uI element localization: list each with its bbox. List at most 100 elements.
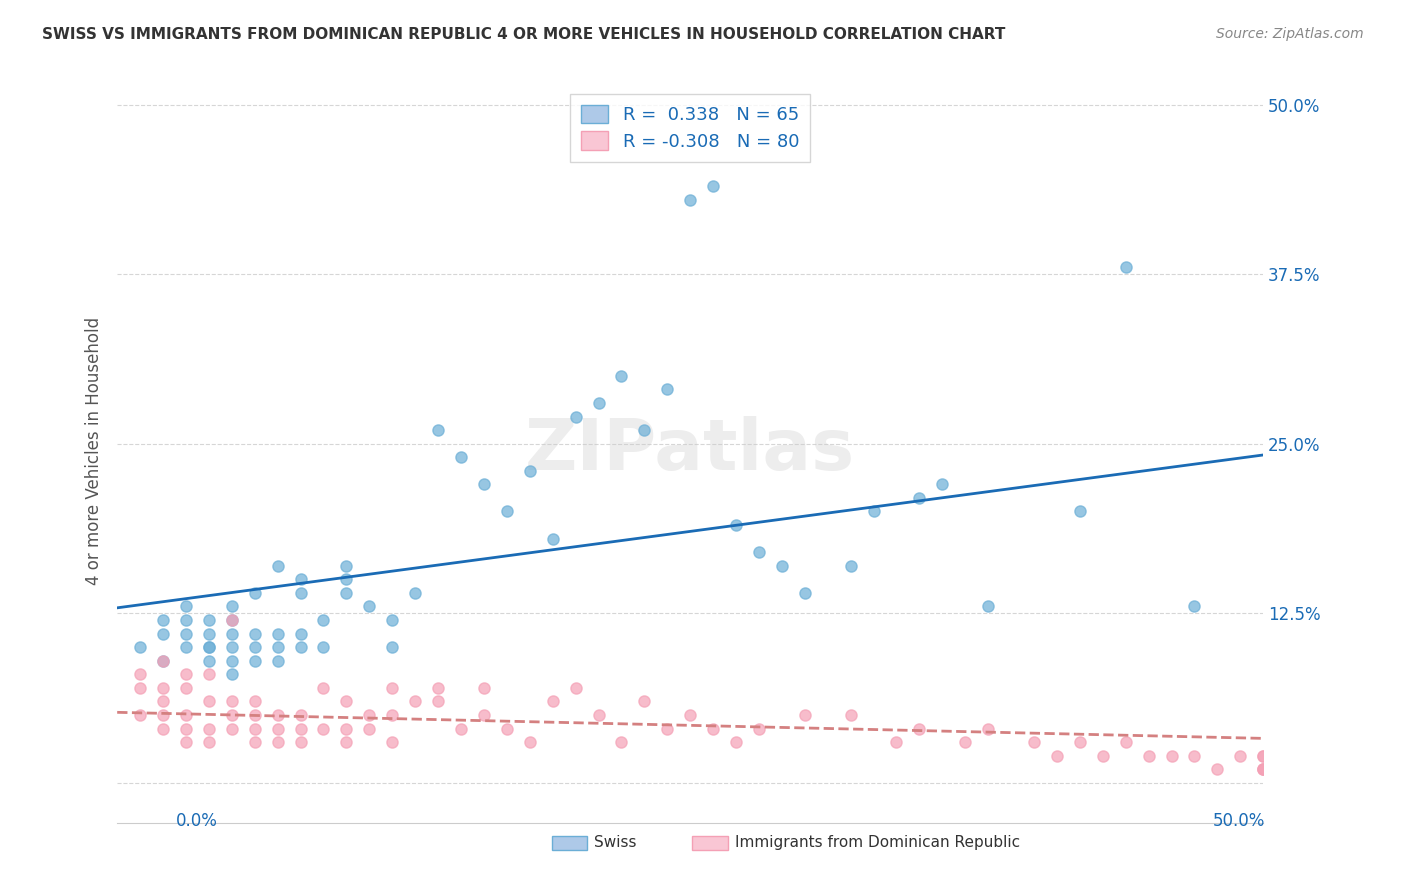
Point xyxy=(359,708,381,723)
Point xyxy=(290,722,312,736)
Point xyxy=(174,681,197,695)
Point xyxy=(221,708,243,723)
Text: Immigrants from Dominican Republic: Immigrants from Dominican Republic xyxy=(734,836,1019,850)
Point xyxy=(152,694,174,708)
Point xyxy=(243,586,266,600)
Point xyxy=(1046,748,1069,763)
Point xyxy=(290,572,312,586)
Point xyxy=(290,640,312,654)
Point xyxy=(152,626,174,640)
Point xyxy=(908,722,931,736)
Point xyxy=(198,613,221,627)
Point xyxy=(266,626,288,640)
Point xyxy=(174,735,197,749)
Point xyxy=(129,708,152,723)
Point xyxy=(243,735,266,749)
Point xyxy=(243,694,266,708)
Point xyxy=(290,735,312,749)
Point xyxy=(335,586,357,600)
Point xyxy=(198,667,221,681)
Point xyxy=(335,572,357,586)
Point xyxy=(381,708,404,723)
Point xyxy=(1069,735,1091,749)
Point xyxy=(1206,762,1229,776)
Point xyxy=(221,640,243,654)
Point xyxy=(221,613,243,627)
Point xyxy=(748,722,770,736)
Point xyxy=(955,735,977,749)
Point xyxy=(221,722,243,736)
Point xyxy=(725,518,748,533)
Point xyxy=(541,694,564,708)
Point xyxy=(725,735,748,749)
Point xyxy=(1091,748,1114,763)
Point xyxy=(381,735,404,749)
Point xyxy=(198,735,221,749)
Point xyxy=(679,708,702,723)
Point xyxy=(312,640,335,654)
Point xyxy=(404,586,426,600)
Point xyxy=(633,694,655,708)
Point xyxy=(977,722,1000,736)
Point xyxy=(427,681,450,695)
Point xyxy=(495,504,517,518)
Point xyxy=(174,599,197,614)
Point xyxy=(793,586,815,600)
Point xyxy=(1251,748,1274,763)
Point xyxy=(174,626,197,640)
Point xyxy=(174,613,197,627)
Point xyxy=(1069,504,1091,518)
Point xyxy=(290,586,312,600)
Point xyxy=(290,626,312,640)
Point xyxy=(495,722,517,736)
Point xyxy=(243,654,266,668)
Point xyxy=(243,640,266,654)
Point xyxy=(1251,748,1274,763)
Point xyxy=(839,708,862,723)
Point xyxy=(129,667,152,681)
Point xyxy=(748,545,770,559)
Point xyxy=(427,694,450,708)
Point xyxy=(359,722,381,736)
Point xyxy=(564,409,586,424)
Point xyxy=(243,722,266,736)
Point xyxy=(243,626,266,640)
Point xyxy=(1229,748,1251,763)
Point xyxy=(221,667,243,681)
Point xyxy=(198,694,221,708)
Point xyxy=(1184,748,1206,763)
Point xyxy=(588,396,610,410)
Point xyxy=(152,722,174,736)
Point xyxy=(564,681,586,695)
Point xyxy=(1115,260,1137,275)
Point xyxy=(427,423,450,437)
Point xyxy=(198,626,221,640)
Point xyxy=(152,613,174,627)
Legend: R =  0.338   N = 65, R = -0.308   N = 80: R = 0.338 N = 65, R = -0.308 N = 80 xyxy=(571,94,810,161)
Point xyxy=(152,654,174,668)
Text: SWISS VS IMMIGRANTS FROM DOMINICAN REPUBLIC 4 OR MORE VEHICLES IN HOUSEHOLD CORR: SWISS VS IMMIGRANTS FROM DOMINICAN REPUB… xyxy=(42,27,1005,42)
Point xyxy=(174,640,197,654)
Point xyxy=(266,640,288,654)
Point xyxy=(1160,748,1182,763)
Point xyxy=(335,558,357,573)
Point xyxy=(1251,762,1274,776)
Point xyxy=(381,640,404,654)
Point xyxy=(243,708,266,723)
Point xyxy=(541,532,564,546)
Point xyxy=(657,383,679,397)
Point xyxy=(198,722,221,736)
Point xyxy=(198,640,221,654)
Point xyxy=(152,708,174,723)
Point xyxy=(1184,599,1206,614)
Point xyxy=(886,735,908,749)
Point xyxy=(633,423,655,437)
Point xyxy=(266,654,288,668)
Point xyxy=(221,694,243,708)
Point xyxy=(266,722,288,736)
Point xyxy=(266,558,288,573)
Point xyxy=(1022,735,1045,749)
Point xyxy=(702,722,724,736)
Point xyxy=(472,708,495,723)
Point xyxy=(312,722,335,736)
